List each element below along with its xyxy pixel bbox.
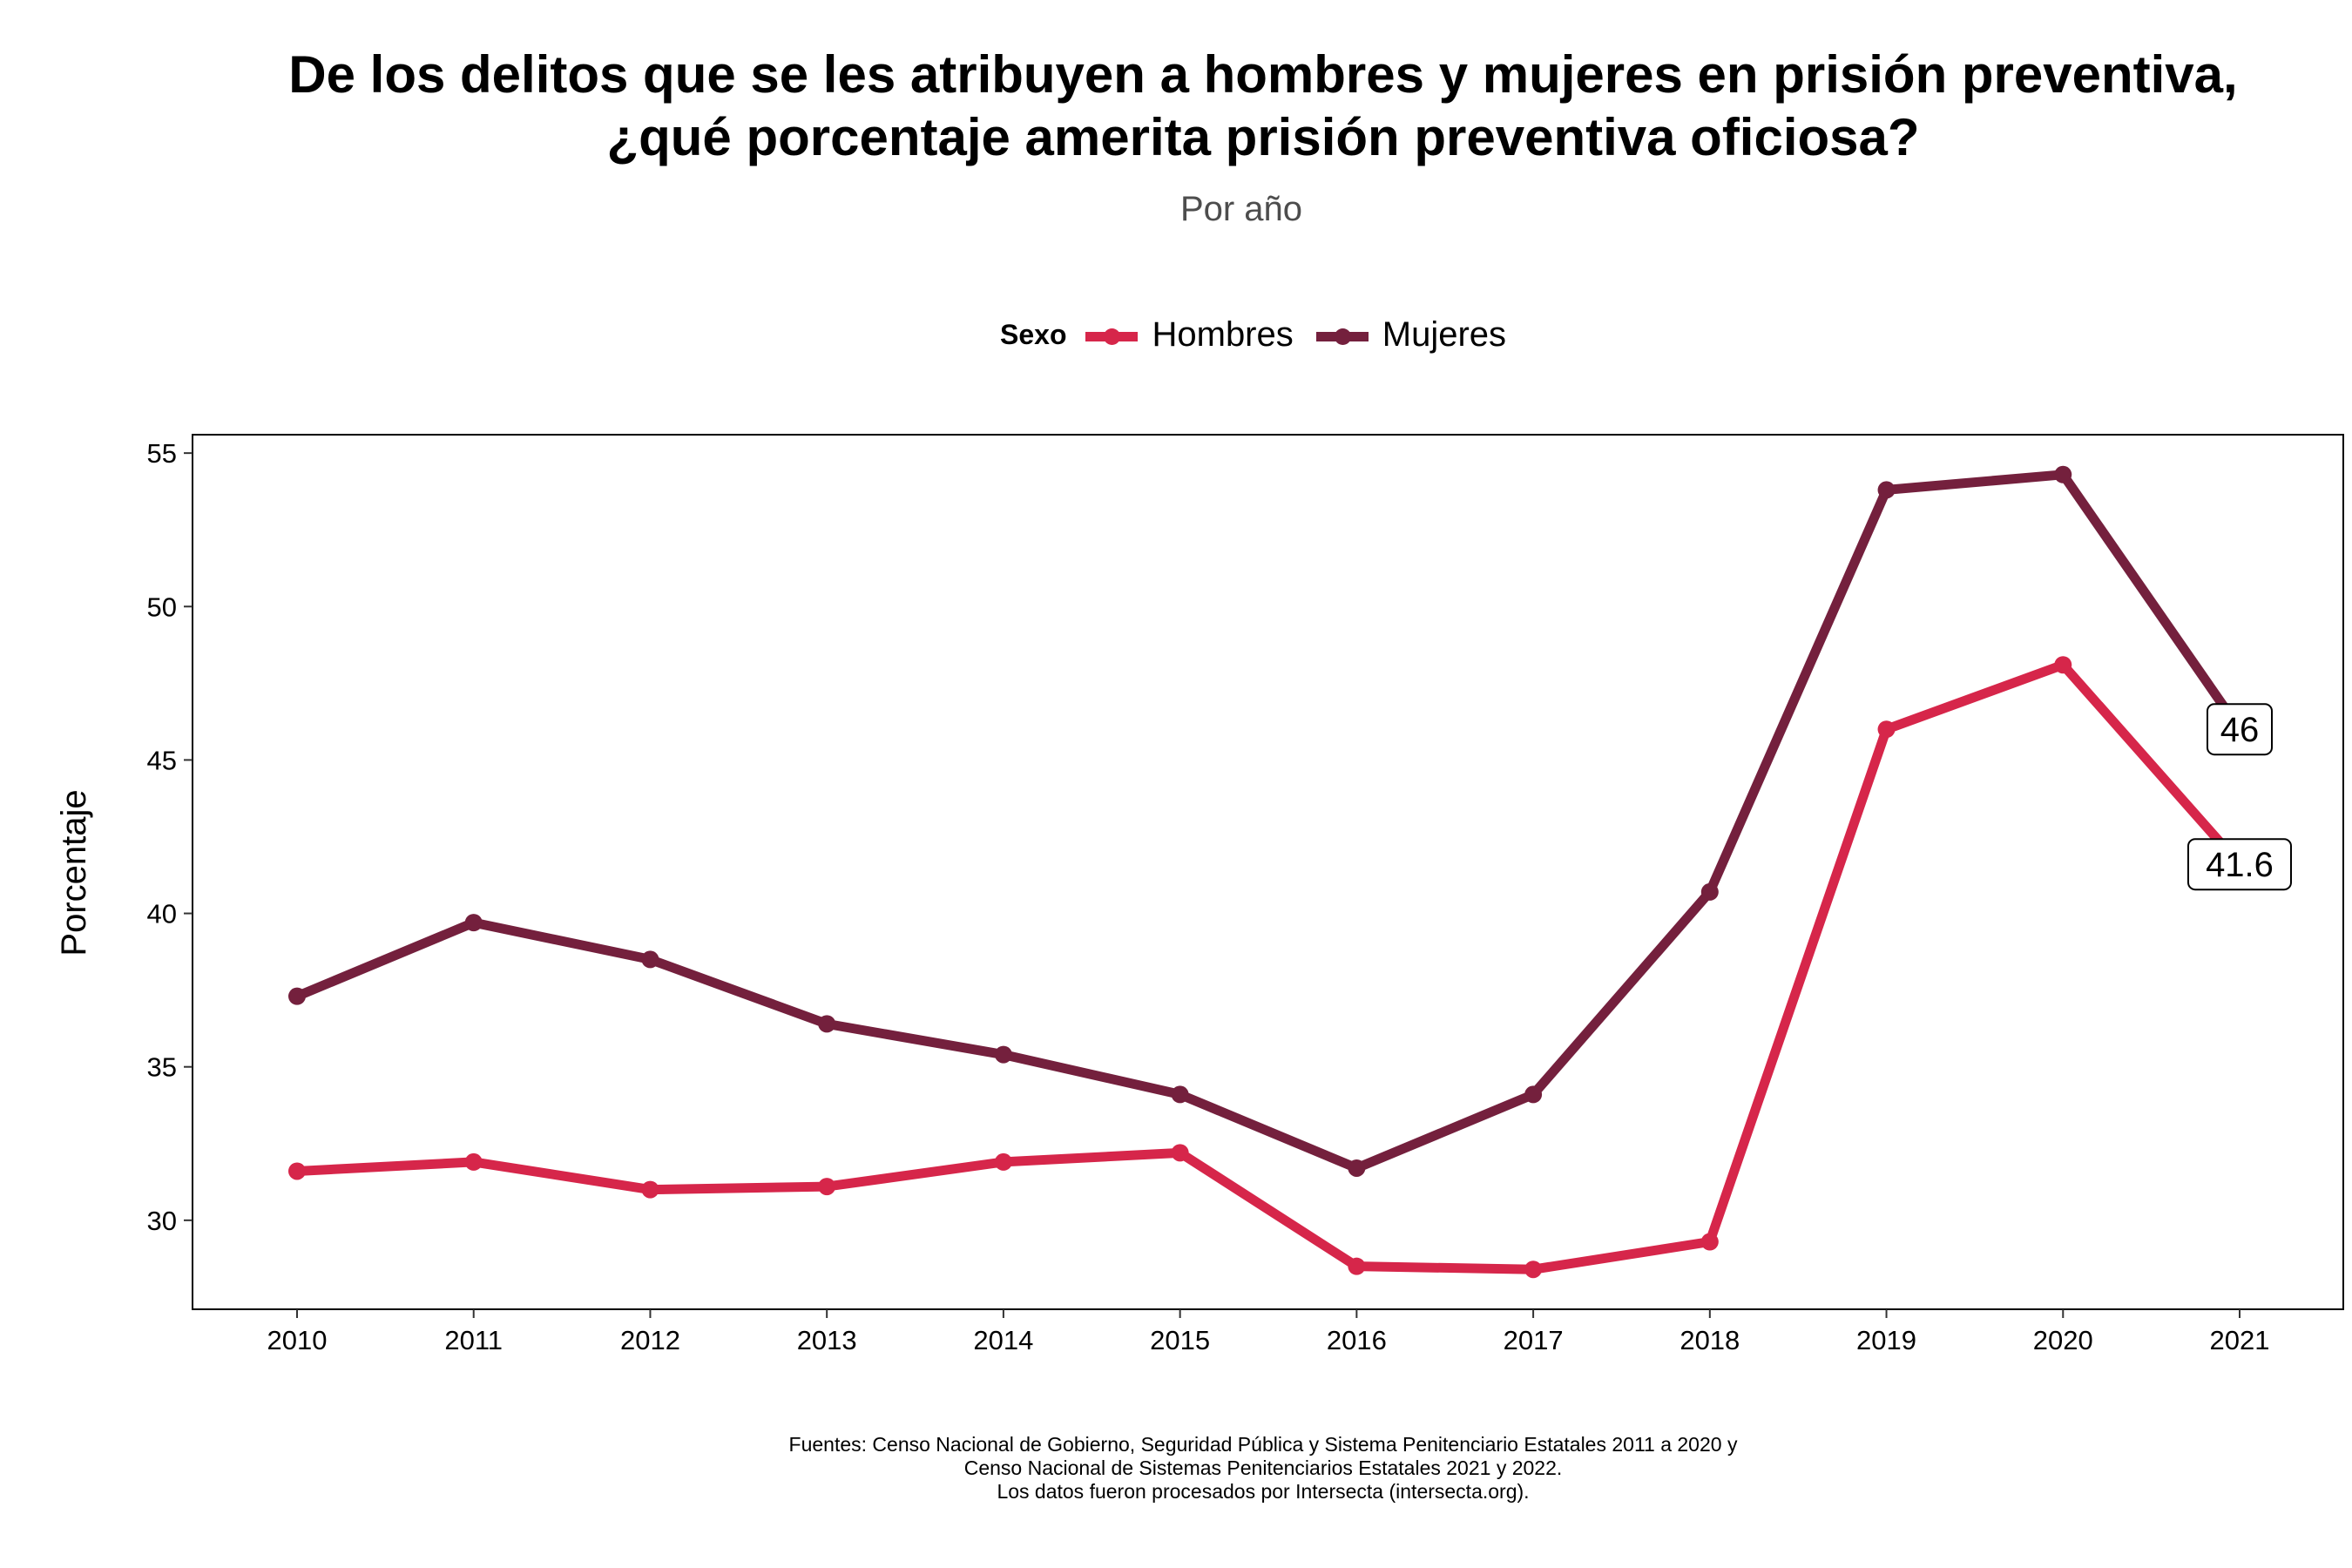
data-point-mujeres	[1348, 1159, 1366, 1177]
footer-line-3: Los datos fueron procesados por Intersec…	[997, 1480, 1530, 1503]
series-line-mujeres	[294, 470, 2244, 1173]
data-point-hombres	[1524, 1260, 1543, 1279]
legend-label-mujeres: Mujeres	[1382, 315, 1507, 354]
y-axis-label: Porcentaje	[55, 789, 93, 956]
legend-key-mujeres	[1315, 318, 1369, 353]
data-point-mujeres	[1700, 882, 1719, 901]
data-point-mujeres	[641, 950, 659, 969]
x-tick-label: 2015	[1150, 1325, 1210, 1355]
legend-item-hombres: Hombres	[1085, 315, 1294, 355]
end-label-text-hombres: 41.6	[2206, 846, 2274, 884]
data-point-hombres	[994, 1152, 1012, 1171]
plot-panel-border	[192, 434, 2344, 1310]
data-point-hombres	[1877, 720, 1896, 739]
data-point-hombres	[1348, 1257, 1366, 1275]
footer-line-2: Censo Nacional de Sistemas Penitenciario…	[963, 1456, 1563, 1479]
end-label-hombres: 41.6	[2187, 838, 2292, 891]
x-tick-label: 2010	[267, 1325, 328, 1355]
x-tick-label: 2019	[1856, 1325, 1916, 1355]
y-tick-label: 45	[147, 745, 177, 775]
x-tick-label: 2017	[1504, 1325, 1564, 1355]
data-point-mujeres	[2054, 465, 2072, 483]
data-point-mujeres	[464, 914, 483, 932]
end-label-mujeres: 46	[2207, 703, 2273, 756]
data-point-mujeres	[288, 987, 306, 1005]
data-point-hombres	[1700, 1233, 1719, 1251]
data-point-hombres	[641, 1180, 659, 1199]
data-point-mujeres	[818, 1015, 836, 1033]
x-tick-label: 2020	[2033, 1325, 2093, 1355]
x-tick-label: 2011	[444, 1325, 503, 1355]
chart-subtitle: Por año	[1179, 190, 1303, 228]
data-point-mujeres	[994, 1045, 1012, 1064]
data-point-hombres	[2054, 656, 2072, 674]
series-line-hombres	[296, 659, 2244, 1274]
legend-dot-mujeres	[1334, 328, 1351, 345]
y-tick-label: 40	[147, 899, 177, 929]
y-tick-label: 35	[147, 1052, 177, 1083]
legend-item-mujeres: Mujeres	[1315, 315, 1507, 355]
x-tick-label: 2014	[973, 1325, 1033, 1355]
source-footer: Fuentes: Censo Nacional de Gobierno, Seg…	[0, 1433, 2352, 1504]
y-tick-label: 55	[147, 438, 177, 469]
end-labels: 41.6 46	[2187, 703, 2292, 891]
chart-title-line-2: ¿qué porcentaje amerita prisión preventi…	[606, 108, 1920, 166]
chart-title-line-1: De los delitos que se les atribuyen a ho…	[288, 45, 2238, 104]
legend: Sexo Hombres Mujeres	[1000, 315, 1529, 355]
x-tick-label: 2012	[620, 1325, 680, 1355]
x-tick-label: 2021	[2210, 1325, 2270, 1355]
data-point-mujeres	[1524, 1085, 1543, 1104]
data-point-mujeres	[1877, 481, 1896, 499]
data-point-hombres	[1171, 1144, 1189, 1162]
footer-line-1: Fuentes: Censo Nacional de Gobierno, Seg…	[788, 1433, 1738, 1456]
x-tick-label: 2016	[1327, 1325, 1387, 1355]
legend-dot-hombres	[1104, 328, 1121, 345]
data-point-hombres	[818, 1178, 836, 1196]
series-group	[288, 465, 2244, 1279]
axes: 30 35 40 45 50 55 2010 2011 2012 2013 2014 2015 2016…	[147, 438, 2270, 1355]
x-tick-label: 2018	[1680, 1325, 1740, 1355]
chart-title: De los delitos que se les atribuyen a ho…	[0, 44, 2352, 169]
y-tick-label: 50	[147, 591, 177, 622]
end-label-text-mujeres: 46	[2220, 711, 2260, 749]
data-point-hombres	[464, 1152, 483, 1171]
x-tick-label: 2013	[797, 1325, 857, 1355]
y-tick-label: 30	[147, 1206, 177, 1236]
legend-key-hombres	[1085, 318, 1139, 353]
data-point-hombres	[288, 1162, 306, 1180]
data-point-mujeres	[1171, 1085, 1189, 1104]
end-label-box-hombres	[2187, 838, 2292, 891]
end-label-box-mujeres	[2207, 703, 2273, 756]
legend-label-hombres: Hombres	[1152, 315, 1294, 354]
legend-title: Sexo	[1000, 319, 1067, 350]
